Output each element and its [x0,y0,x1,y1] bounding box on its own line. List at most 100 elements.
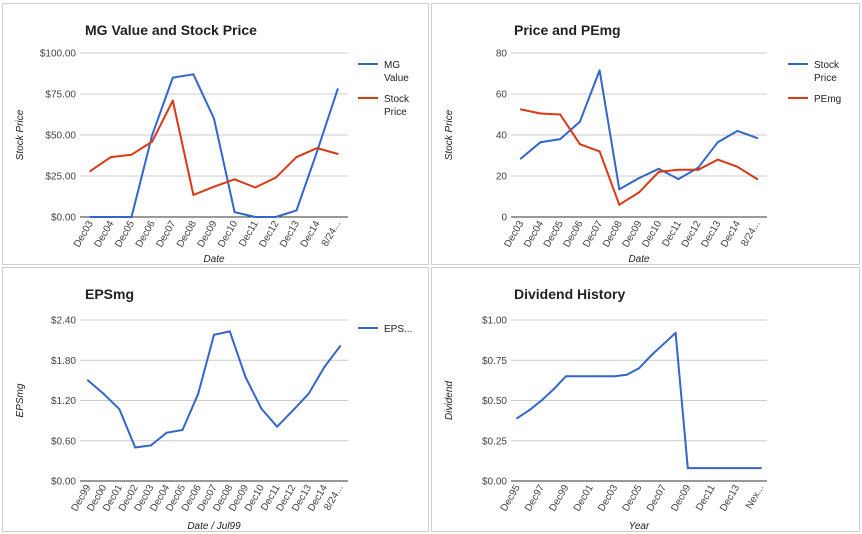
data-point [711,467,714,470]
data-point [254,216,257,218]
legend-label: Stock Price [814,60,840,84]
data-point [274,216,277,218]
y-tick-label: $0.60 [51,436,76,447]
y-axis-label: Stock Price [444,109,455,160]
y-tick-label: 0 [501,213,507,224]
legend-label: PEmg [814,94,841,105]
data-point [213,185,215,188]
data-point [316,147,319,150]
data-point [697,166,700,169]
y-tick-label: $0.00 [51,213,76,224]
data-point [747,467,750,470]
data-point [307,392,310,395]
data-point [736,165,739,168]
data-point [625,373,628,376]
data-point [233,178,236,181]
data-point [613,375,616,378]
y-tick-label: $50.00 [45,131,76,142]
data-point [638,177,640,180]
data-point [578,120,581,123]
x-tick-label: Dec14 [299,219,323,250]
y-tick-label: $0.50 [482,396,507,407]
y-tick-label: $0.25 [482,436,507,447]
data-point [674,331,677,334]
x-tick-label: Dec03 [596,483,620,514]
data-point [316,150,319,153]
data-point [323,365,326,368]
x-tick-label: Nex... [744,483,767,511]
data-point [197,392,200,395]
x-tick-label: Dec07 [645,483,669,514]
y-tick-label: $1.80 [51,356,76,367]
data-point [589,375,592,378]
data-point [276,425,279,428]
data-point [677,178,680,181]
data-point [336,88,339,91]
y-tick-label: $0.00 [51,477,76,488]
data-point [274,176,277,179]
x-tick-label: Dec09 [669,483,693,514]
data-point [336,152,339,155]
data-point [736,129,739,132]
data-point [151,140,154,143]
data-point [89,216,92,218]
data-point [756,137,759,140]
data-point [540,399,543,402]
y-axis-label: Stock Price [15,109,26,160]
chart-panel-dividend-history: Dividend History $0.00 $0.25 $0.50 $0.75 $1.0… [431,267,860,532]
chart-title: Dividend History [514,286,625,302]
x-axis-label: Date [628,254,650,265]
data-point [539,141,542,144]
data-point [697,168,700,171]
data-point [759,467,762,470]
y-tick-label: $75.00 [45,90,76,101]
data-point [519,157,522,160]
data-point [151,134,154,136]
data-point [233,211,236,214]
data-point [228,330,231,333]
x-tick-label: Dec05 [621,483,645,514]
x-tick-label: 8/24... [320,219,343,249]
data-point [134,446,137,449]
series-line-0 [520,69,758,191]
data-point [577,375,580,378]
y-tick-label: $2.40 [51,316,76,327]
series-line-0 [90,73,339,218]
data-point [109,156,112,159]
chart-title: EPSmg [85,286,134,302]
data-point [638,367,640,370]
legend-label: Stock Price [384,94,410,118]
y-tick-label: $100.00 [40,49,77,60]
x-tick-label: Dec11 [694,483,718,513]
chart-panel-epsmg: EPSmg $0.00 $0.60 $1.20 $1.80 $2.40 Dec99 Dec00… [2,267,429,532]
chart-title: MG Value and Stock Price [85,22,257,38]
series-line-1 [520,108,758,206]
data-point [578,143,581,146]
data-point [662,343,665,346]
data-point [260,407,263,410]
chart-panel-mg-value-stock-price: MG Value and Stock Price $0.00 $25.00 $50.0… [2,3,429,265]
chart-title: Price and PEmg [514,22,621,38]
data-point [109,216,112,218]
y-tick-label: 20 [496,172,508,183]
data-point [519,108,522,111]
data-point [601,375,604,378]
data-point [213,333,215,336]
x-axis-label: Date / Jul99 [187,521,241,532]
data-point [698,467,701,470]
x-tick-label: Dec10 [640,219,664,250]
data-point [244,376,247,379]
data-point [213,117,215,120]
y-tick-label: 40 [496,131,508,142]
y-tick-label: $1.20 [51,396,76,407]
data-point [735,467,738,470]
y-tick-label: $25.00 [45,172,76,183]
data-point [171,76,174,79]
series-line-0 [87,330,341,449]
chart-svg: Dividend History $0.00 $0.25 $0.50 $0.75 $1.0… [444,286,767,532]
y-axis-label: EPSmg [15,383,26,417]
x-tick-label: 8/24... [739,219,762,249]
data-point [677,168,680,171]
data-point [181,429,184,432]
x-axis-label: Year [629,521,650,532]
